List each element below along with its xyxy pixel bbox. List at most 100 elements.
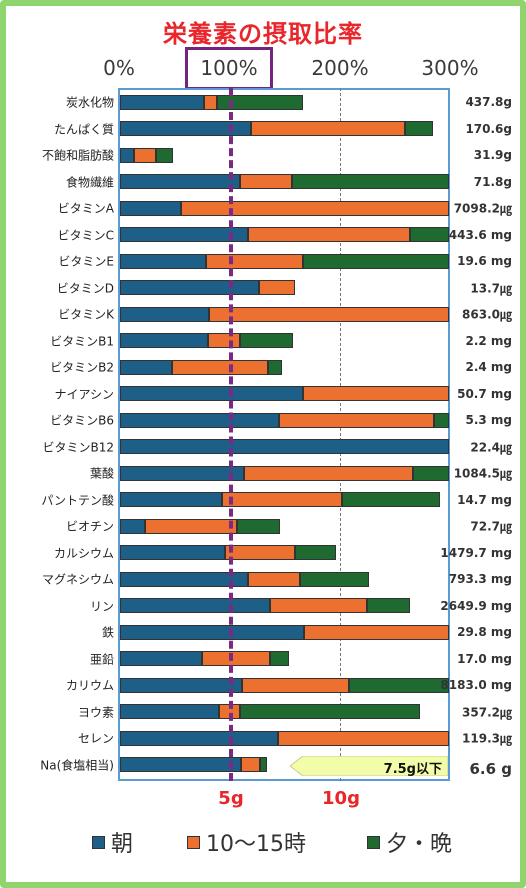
row-amount: 31.9g <box>473 148 512 162</box>
row-label: セレン <box>77 731 114 746</box>
bar-segment-midday <box>202 651 271 666</box>
row-label: ビオチン <box>65 519 114 534</box>
bar-segment-midday <box>134 147 157 163</box>
bar-segment-evening <box>366 598 410 613</box>
bar-segment-evening <box>239 333 294 348</box>
bar-segment-midday <box>250 121 406 136</box>
bar-segment-evening <box>270 651 289 666</box>
row-amount: 72.7㎍ <box>470 519 512 534</box>
x-tick-200: 200% <box>311 56 369 80</box>
row-amount: 2.2 mg <box>465 333 512 348</box>
row-label: ビタミンD <box>56 281 114 295</box>
x-tick-100: 100% <box>200 56 258 80</box>
bar-segment-morning <box>120 121 251 136</box>
bar-segment-morning <box>120 545 226 560</box>
bar-segment-midday <box>277 730 449 746</box>
row-label: ビタミンC <box>57 228 114 242</box>
row-amount: 1479.7 mg <box>440 545 512 560</box>
row-label: ビタミンK <box>58 307 114 322</box>
bar-segment-morning <box>120 280 260 295</box>
bar-segment-midday <box>221 492 342 507</box>
row-label: マグネシウム <box>41 572 114 587</box>
row-label: 食物繊維 <box>65 175 114 189</box>
bar-segment-midday <box>204 94 217 110</box>
row-label: ナイアシン <box>54 387 114 401</box>
row-label: 炭水化物 <box>65 95 114 110</box>
row-label: ビタミンB2 <box>50 360 114 375</box>
bar-segment-evening <box>239 704 421 719</box>
row-label: リン <box>89 599 114 613</box>
legend-swatch-midday <box>187 835 200 849</box>
bar-segment-morning <box>120 571 249 587</box>
gridline-200 <box>340 88 341 781</box>
bar-segment-morning <box>120 306 209 322</box>
bar-segment-morning <box>120 518 146 534</box>
bar-segment-morning <box>120 174 240 189</box>
bar-segment-evening <box>341 492 441 507</box>
row-amount: 7098.2㎍ <box>453 201 512 216</box>
bar-segment-midday <box>239 174 293 189</box>
row-label: ヨウ素 <box>77 705 114 719</box>
legend: 朝 10～15時 夕・晩 <box>0 826 526 858</box>
bar-segment-midday <box>241 677 350 693</box>
row-amount: 8183.0 mg <box>440 678 512 692</box>
bar-segment-evening <box>216 94 304 110</box>
bar-segment-midday <box>181 200 449 216</box>
row-label: ビタミンA <box>57 201 114 216</box>
bar-segment-midday <box>303 386 449 401</box>
row-amount: 50.7 mg <box>457 386 512 401</box>
row-amount: 5.3 mg <box>465 413 512 427</box>
bar-segment-morning <box>120 465 244 481</box>
row-amount: 793.3 mg <box>448 572 512 586</box>
bar-segment-midday <box>243 465 413 481</box>
bar-segment-midday <box>248 227 410 242</box>
row-amount: 6.6 g <box>469 760 512 778</box>
legend-item-midday: 10～15時 <box>187 826 306 858</box>
row-label: 亜鉛 <box>89 652 114 666</box>
bar-segment-morning <box>120 677 242 693</box>
legend-label-morning: 朝 <box>111 832 134 857</box>
bar-segment-midday <box>145 518 238 534</box>
row-label: ビタミンB1 <box>50 334 114 348</box>
row-label: ビタミンB12 <box>42 440 114 454</box>
legend-label-midday: 10～15時 <box>206 832 306 857</box>
salt-axis-10g: 10g <box>322 788 360 809</box>
row-amount: 170.6g <box>465 121 512 136</box>
row-amount: 437.8g <box>465 95 512 109</box>
row-amount: 13.7㎍ <box>470 281 512 295</box>
bar-segment-morning <box>120 730 278 746</box>
bar-segment-morning <box>120 598 271 613</box>
row-label: ビタミンE <box>58 254 114 269</box>
row-amount: 14.7 mg <box>457 492 512 507</box>
bar-segment-midday <box>225 545 296 560</box>
salt-axis-5g: 5g <box>218 788 244 809</box>
bar-segment-evening <box>268 359 283 375</box>
legend-swatch-morning <box>92 835 105 849</box>
bar-segment-midday <box>248 571 300 587</box>
bar-segment-evening <box>433 412 449 428</box>
row-label: パントテン酸 <box>41 493 114 507</box>
x-tick-300: 300% <box>421 56 479 80</box>
row-amount: 357.2㎍ <box>462 705 512 719</box>
legend-label-evening: 夕・晩 <box>386 832 453 857</box>
bar-segment-morning <box>120 94 205 110</box>
row-amount: 29.8 mg <box>457 625 512 639</box>
x-tick-0: 0% <box>103 56 135 80</box>
bar-segment-evening <box>237 518 281 534</box>
reference-line-100 <box>229 88 233 781</box>
bar-segment-morning <box>120 333 208 348</box>
bar-segment-morning <box>120 624 305 640</box>
bar-segment-midday <box>207 333 240 348</box>
bar-segment-morning <box>120 439 449 454</box>
chart-title: 栄養素の摂取比率 <box>163 20 363 48</box>
row-amount: 1084.5㎍ <box>453 466 512 481</box>
bar-segment-midday <box>279 412 434 428</box>
bar-segment-evening <box>156 147 173 163</box>
bar-segment-morning <box>120 386 304 401</box>
row-amount: 443.6 mg <box>448 227 512 242</box>
row-amount: 2649.9 mg <box>440 598 512 613</box>
plot-area <box>118 88 450 781</box>
row-label: Na(食塩相当) <box>40 758 114 772</box>
bar-segment-midday <box>259 280 296 295</box>
